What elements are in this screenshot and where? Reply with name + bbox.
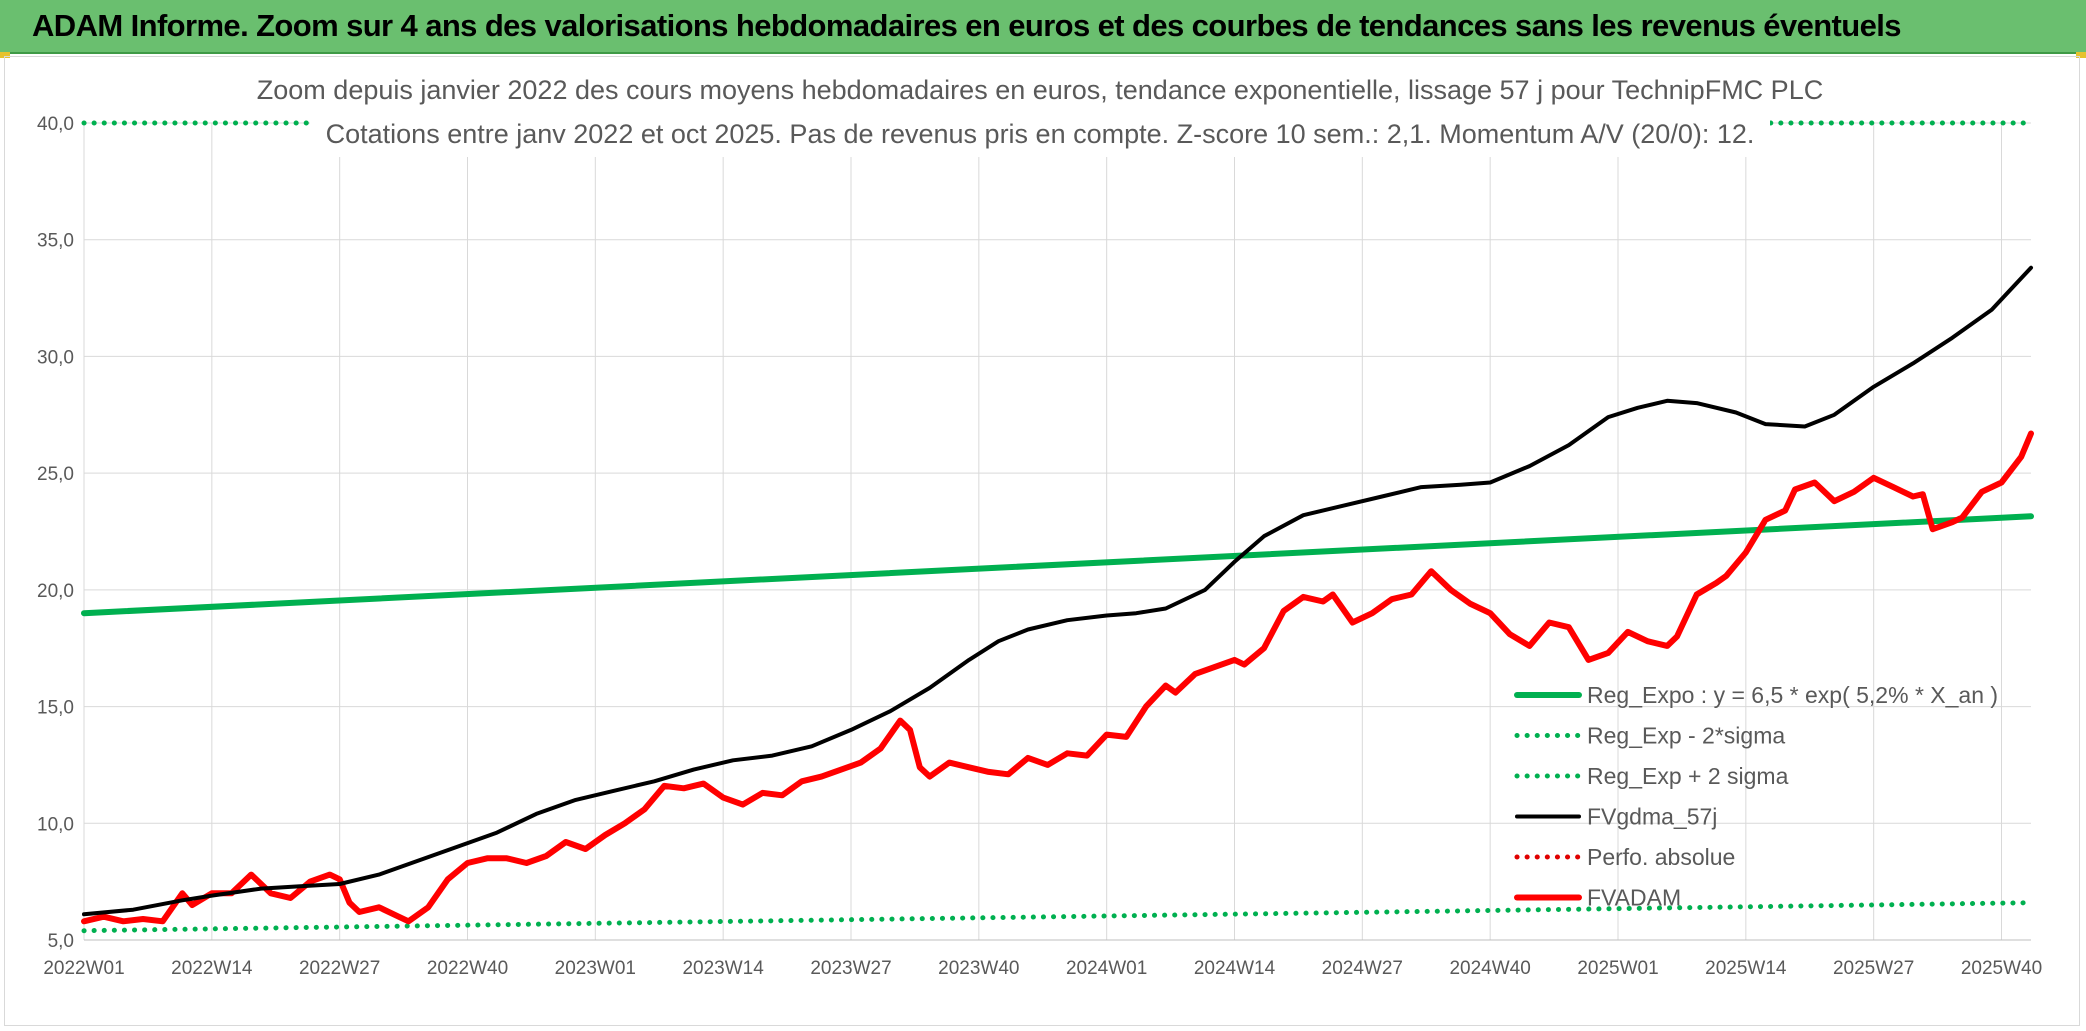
x-tick-label: 2023W01 [555,958,636,979]
series-fvadam [81,430,2034,925]
x-tick-label: 2024W27 [1322,958,1403,979]
legend-entry-label: FVgdma_57j [1587,804,1717,830]
legend-entry-label: Reg_Expo : y = 6,5 * exp( 5,2% * X_an ) [1587,682,1998,708]
chart-title: Zoom depuis janvier 2022 des cours moyen… [257,75,1823,105]
legend-entry-label: Perfo. absolue [1587,844,1735,870]
chart-canvas: 5,0 10,0 15,0 20,0 25,0 30,0 35,0 40,0 2022W01 20… [37,59,2042,979]
y-tick-label: 20,0 [37,581,74,602]
x-tick-label: 2022W14 [171,958,253,979]
y-tick-label: 40,0 [37,114,74,135]
legend: Reg_Expo : y = 6,5 * exp( 5,2% * X_an ) R… [1514,682,1998,911]
x-tick-label: 2025W14 [1705,958,1787,979]
y-tick-label: 25,0 [37,464,74,485]
title-layer: Zoom depuis janvier 2022 des cours moyen… [257,59,1823,157]
legend-entry-label: FVADAM [1587,885,1681,911]
x-tick-label: 2025W01 [1577,958,1658,979]
legend-entry-label: Reg_Exp + 2 sigma [1587,763,1789,789]
x-tick-label: 2023W40 [938,958,1019,979]
y-tick-label: 35,0 [37,231,74,252]
y-tick-label: 10,0 [37,814,74,835]
axis-layer: 5,0 10,0 15,0 20,0 25,0 30,0 35,0 40,0 2022W01 20… [37,114,2042,979]
x-tick-label: 2024W14 [1194,958,1276,979]
x-tick-label: 2025W27 [1833,958,1914,979]
banner-accent-left [0,52,10,58]
report-title: ADAM Informe. Zoom sur 4 ans des valoris… [32,8,1902,43]
x-tick-label: 2022W01 [43,958,124,979]
y-tick-label: 5,0 [48,931,74,952]
grid-layer [83,122,2031,941]
x-tick-label: 2025W40 [1961,958,2042,979]
legend-entry-label: Reg_Exp - 2*sigma [1587,723,1785,749]
x-tick-label: 2024W40 [1449,958,1530,979]
x-tick-label: 2024W01 [1066,958,1147,979]
x-tick-label: 2023W27 [810,958,891,979]
y-tick-label: 15,0 [37,698,74,719]
x-tick-label: 2022W27 [299,958,380,979]
series-fvgdma-57j [82,265,2033,917]
series-reg-expo [81,513,2034,617]
x-tick-label: 2022W40 [427,958,508,979]
series-reg-exp-2-sigma [81,900,2034,934]
report-banner: ADAM Informe. Zoom sur 4 ans des valoris… [0,0,2086,54]
x-tick-label: 2023W14 [682,958,764,979]
series-layer [81,120,2034,934]
chart-area: 5,0 10,0 15,0 20,0 25,0 30,0 35,0 40,0 2022W01 20… [4,56,2080,1026]
y-tick-label: 30,0 [37,347,74,368]
chart-title-background [310,59,1770,157]
chart-subtitle: Cotations entre janv 2022 et oct 2025. P… [326,119,1755,149]
banner-accent-right [2076,52,2086,58]
